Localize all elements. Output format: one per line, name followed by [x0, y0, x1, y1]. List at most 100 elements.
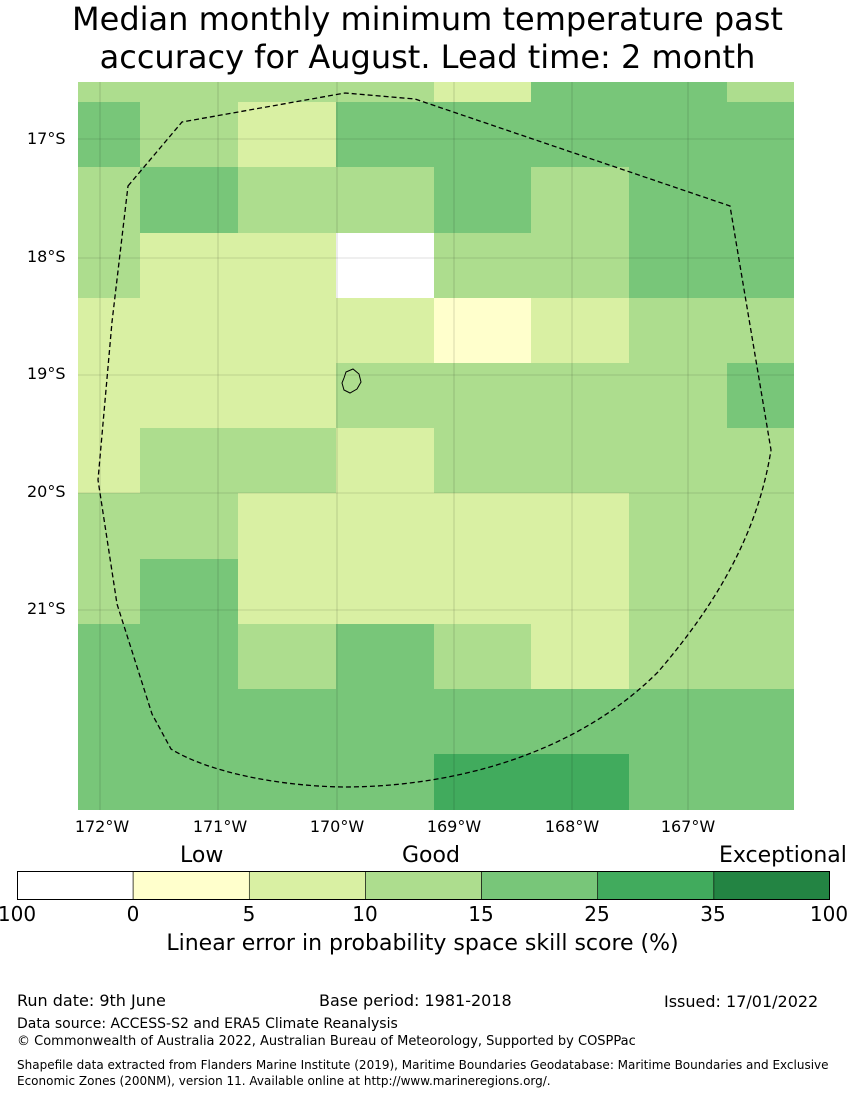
grid-cell [78, 102, 141, 168]
grid-cell [629, 689, 728, 755]
colorbar-tick: 100 [0, 902, 37, 926]
grid-cell [629, 624, 728, 690]
colorbar-label: Linear error in probability space skill … [166, 931, 679, 956]
base-period: Base period: 1981-2018 [319, 991, 512, 1010]
grid-cell [727, 298, 794, 364]
grid-cell [140, 689, 239, 755]
grid-cell [727, 233, 794, 299]
eez-boundary [97, 92, 772, 788]
lat-label-17s: 17°S [27, 129, 66, 148]
grid-cell [78, 167, 141, 234]
colorbar-segment [365, 871, 482, 900]
grid-cell [78, 754, 141, 810]
grid-cell [629, 754, 728, 810]
grid-cell [727, 363, 794, 429]
graticule [78, 82, 794, 810]
grid-cell [140, 82, 239, 103]
grid-cell [629, 559, 728, 625]
grid-cell [78, 493, 141, 560]
grid-cell [336, 102, 435, 168]
colorbar-segment [713, 871, 830, 900]
grid-cell [434, 428, 532, 494]
grid-cell [531, 493, 630, 560]
grid-cell [140, 298, 239, 364]
colorbar-segment [597, 871, 715, 900]
run-date: Run date: 9th June [17, 991, 166, 1010]
grid-cell [434, 689, 532, 755]
grid-cell [531, 102, 630, 168]
grid-cell [336, 624, 435, 690]
colorbar-segment [481, 871, 599, 900]
grid-cell [78, 689, 141, 755]
grid-cell [140, 233, 239, 299]
grid-cell [238, 428, 337, 494]
grid-cell [531, 754, 630, 810]
grid-cell [238, 689, 337, 755]
colorbar-tick: 35 [700, 902, 726, 926]
colorbar-tick: 0 [126, 902, 140, 926]
grid-cell [629, 102, 728, 168]
grid-cell [140, 428, 239, 494]
colorbar-segment [17, 871, 134, 900]
grid-cell [78, 363, 141, 429]
grid-cell [727, 754, 794, 810]
grid-cell [531, 428, 630, 494]
grid-cell [78, 624, 141, 690]
grid-cell [238, 493, 337, 560]
grid-cell [140, 559, 239, 625]
grid-cell [238, 363, 337, 429]
grid-cell [727, 428, 794, 494]
lon-label-167w: 167°W [660, 817, 716, 836]
lon-label-168w: 168°W [544, 817, 600, 836]
grid-cell [78, 82, 141, 103]
grid-cell [434, 493, 532, 560]
grid-cell [336, 363, 435, 429]
lon-label-172w: 172°W [74, 817, 130, 836]
grid-cell [629, 298, 728, 364]
grid-cell [238, 167, 337, 234]
lat-label-20s: 20°S [27, 482, 66, 501]
colorbar-tick: 5 [242, 902, 256, 926]
skill-grid [78, 82, 794, 810]
grid-cell [531, 298, 630, 364]
grid-cell [140, 363, 239, 429]
grid-cell [531, 624, 630, 690]
grid-cell [434, 559, 532, 625]
title-line-2: accuracy for August. Lead time: 2 month [99, 38, 756, 76]
grid-cell [434, 754, 532, 810]
lon-label-171w: 171°W [192, 817, 248, 836]
data-source: Data source: ACCESS-S2 and ERA5 Climate … [17, 1016, 398, 1032]
grid-cell [336, 298, 435, 364]
colorbar-tick: 100 [809, 902, 849, 926]
colorbar-tick: 15 [468, 902, 494, 926]
colorbar-tick: 25 [584, 902, 610, 926]
grid-cell [78, 559, 141, 625]
colorbar-tick: 10 [352, 902, 378, 926]
lat-label-19s: 19°S [27, 364, 66, 383]
title-line-1: Median monthly minimum temperature past [72, 0, 783, 38]
island-outline [341, 368, 362, 394]
issued-date: Issued: 17/01/2022 [664, 992, 819, 1011]
grid-cell [434, 363, 532, 429]
colorbar [17, 871, 830, 900]
colorbar-category-good: Good [402, 843, 460, 868]
grid-cell [727, 559, 794, 625]
grid-cell [238, 624, 337, 690]
grid-cell [531, 167, 630, 234]
grid-cell [238, 102, 337, 168]
grid-cell [531, 82, 630, 103]
colorbar-segment [248, 871, 366, 900]
grid-cell [336, 689, 435, 755]
grid-cell [78, 428, 141, 494]
grid-cell [140, 493, 239, 560]
grid-cell [629, 233, 728, 299]
grid-cell [140, 102, 239, 168]
grid-cell [336, 167, 435, 234]
colorbar-category-low: Low [180, 843, 224, 868]
lat-label-18s: 18°S [27, 247, 66, 266]
grid-cell [727, 624, 794, 690]
grid-cell [140, 754, 239, 810]
lon-label-169w: 169°W [426, 817, 482, 836]
lon-label-170w: 170°W [309, 817, 365, 836]
grid-cell [140, 624, 239, 690]
